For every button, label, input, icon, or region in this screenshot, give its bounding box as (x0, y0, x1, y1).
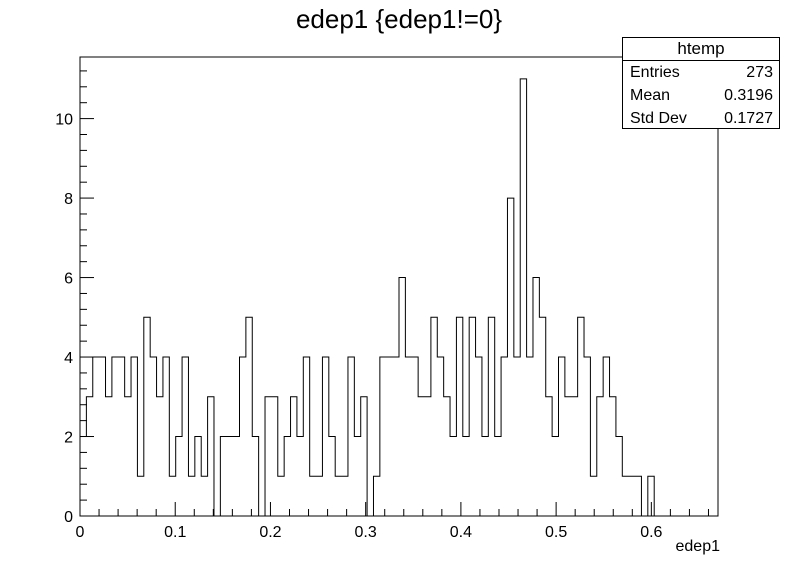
chart-title: edep1 {edep1!=0} (295, 4, 503, 34)
plot-frame (79, 56, 719, 517)
x-tick-label: 0.4 (450, 524, 472, 541)
x-axis-label: edep1 (675, 538, 721, 555)
stats-stddev-value: 0.1727 (724, 110, 773, 127)
x-tick-label: 0 (76, 524, 85, 541)
stats-row-stddev: Std Dev 0.1727 (623, 107, 779, 130)
x-tick-label: 0.5 (545, 524, 567, 541)
y-tick-label: 10 (55, 112, 73, 129)
stats-stddev-label: Std Dev (630, 110, 687, 127)
stats-entries-label: Entries (630, 64, 680, 81)
x-tick-label: 0.6 (640, 524, 662, 541)
histogram-outline (79, 78, 718, 517)
y-tick-label: 4 (64, 350, 73, 367)
y-tick-label: 6 (64, 271, 73, 288)
stats-row-mean: Mean 0.3196 (623, 84, 779, 107)
x-tick-label: 0.1 (164, 524, 186, 541)
y-tick-label: 2 (64, 430, 73, 447)
stats-mean-value: 0.3196 (724, 87, 773, 104)
y-tick-label: 0 (64, 509, 73, 526)
stats-entries-value: 273 (746, 64, 773, 81)
stats-histogram-name: htemp (623, 38, 779, 61)
x-axis: 0 0.1 0.2 0.3 0.4 0.5 0.6 (76, 502, 709, 541)
y-tick-label: 8 (64, 191, 73, 208)
x-tick-label: 0.3 (355, 524, 377, 541)
stats-row-entries: Entries 273 (623, 61, 779, 84)
stats-mean-label: Mean (630, 87, 671, 104)
y-axis: 0 2 4 6 8 10 (55, 70, 94, 526)
stats-box: htemp Entries 273 Mean 0.3196 Std Dev 0.… (622, 37, 780, 129)
x-tick-label: 0.2 (259, 524, 281, 541)
